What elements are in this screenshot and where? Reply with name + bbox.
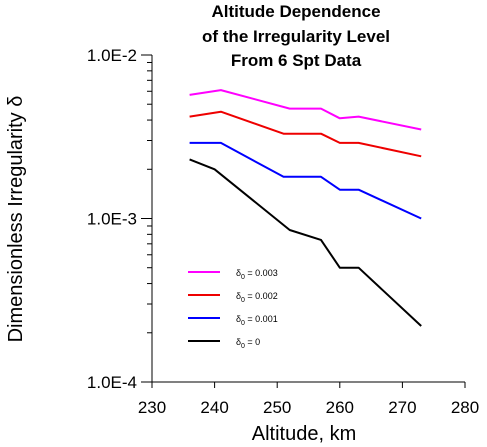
x-tick-label: 230 (138, 398, 166, 417)
x-tick-label: 270 (388, 398, 416, 417)
title-line-1: Altitude Dependence (211, 2, 380, 21)
y-tick-label: 1.0E-4 (87, 373, 137, 392)
x-axis-label: Altitude, km (252, 423, 356, 445)
legend-label: δ0 = 0 (236, 337, 260, 350)
axes: 230 240 250 260 270 280 1.0E-4 1.0E-3 1.0E-2 (87, 46, 479, 417)
title-line-2: of the Irregularity Level (202, 27, 390, 46)
chart-title: Altitude Dependence of the Irregularity … (202, 2, 390, 70)
series-line (189, 141, 422, 220)
series-line (189, 110, 422, 158)
y-tick-label: 1.0E-3 (87, 210, 137, 229)
x-tick-label: 280 (451, 398, 479, 417)
y-tick-label: 1.0E-2 (87, 46, 137, 65)
legend-label: δ0 = 0.003 (236, 268, 278, 281)
legend-label: δ0 = 0.001 (236, 314, 278, 327)
x-tick-label: 260 (326, 398, 354, 417)
series-line (189, 89, 422, 131)
plot-series (189, 89, 422, 327)
series-line (189, 158, 422, 327)
x-tick-label: 240 (200, 398, 228, 417)
x-tick-label: 250 (263, 398, 291, 417)
title-line-3: From 6 Spt Data (231, 51, 362, 70)
legend: δ0 = 0.003 δ0 = 0.002 δ0 = 0.001 δ0 = 0 (188, 268, 278, 350)
y-axis-label: Dimensionless Irregularity δ (5, 96, 27, 343)
legend-label: δ0 = 0.002 (236, 291, 278, 304)
